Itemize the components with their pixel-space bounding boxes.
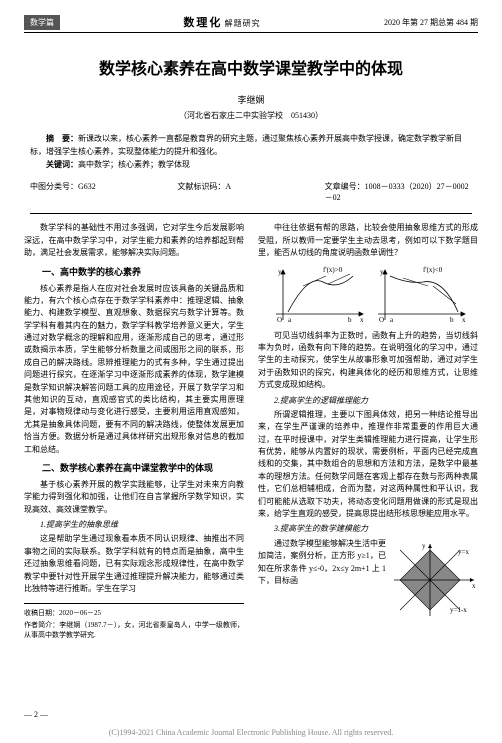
abstract-text: 新课改以来，核心素养一直都是教育界的研究主题，通过聚焦核心素养开展高中数学授课，…	[30, 134, 462, 156]
subsection-r2: 3.提高学生的数学建模能力	[258, 523, 478, 535]
journal-title: 数理化 解题研究	[183, 14, 260, 30]
section-heading-1: 一、高中数学的核心素养	[24, 266, 244, 280]
classification-row: 中图分类号：G632 文献标识码：A 文章编号：1008－0333（2020）2…	[30, 181, 472, 203]
page-number: — 2 —	[24, 710, 48, 719]
article-title: 数学核心素养在高中数学课堂教学中的体现	[24, 55, 478, 79]
para: 中往往依据有帮的思路，比较会使用抽象思维方式的形成受阻，所以教师一定要学生主动去…	[258, 222, 478, 259]
fig2-yx: y=x	[458, 548, 469, 556]
journal-title-sub: 解题研究	[225, 19, 261, 28]
fig1-axis-a: a	[288, 316, 292, 324]
header-bar: 数学篇 数理化 解题研究 2020 年第 27 期总第 484 期	[24, 14, 478, 33]
date-label: 收稿日期：	[24, 609, 59, 617]
copyright-text: (C)1994-2021 China Academic Journal Elec…	[0, 728, 502, 737]
abstract-label: 摘 要：	[46, 134, 78, 143]
subsection-r1: 2.提高学生的逻辑推理能力	[258, 395, 478, 407]
left-column: 数学学科的基础性不用过多强调，它对学生今后发展影响深远，在高中数学学习中，对学生…	[24, 222, 244, 642]
right-column: 中往往依据有帮的思路，比较会使用抽象思维方式的形成受阻，所以教师一定要学生主动去…	[258, 222, 478, 642]
keywords-text: 高中数学；核心素养；教学体现	[78, 160, 190, 169]
para: 所谓逻辑推理，主要以下图具体效，把另一种结论推导出来，在学生严谨课的培养中，推理…	[258, 409, 478, 521]
fig1-label-a: f'(x)>0	[323, 266, 343, 274]
journal-title-bold: 数理化	[183, 17, 222, 29]
fig1-axis-x2: x	[462, 316, 466, 324]
clc-value: G632	[78, 182, 96, 191]
affiliation: （河北省石家庄二中实验学校 051430）	[24, 110, 478, 121]
fig1-axis-b2: b	[450, 316, 454, 324]
fig1-axis-y2: y	[380, 268, 384, 276]
section-heading-2: 二、数学核心素养在高中课堂教学中的体现	[24, 462, 244, 476]
section-tab: 数学篇	[24, 15, 60, 30]
para: 基于核心素养开展的教学实践能够，让学生对未来方向教学能力得到强化和加强，让他们在…	[24, 479, 244, 516]
para: 核心素养是指人在应对社会发展时应该具备的关键品质和能力，有六个核心点存在于数学学…	[24, 283, 244, 456]
fig1-axis-a2: a	[390, 316, 394, 324]
fig2-x: x	[472, 582, 476, 590]
fig2-y: y	[422, 542, 426, 550]
divider-line	[30, 213, 472, 214]
fig1-label-b: f'(x)<0	[423, 266, 443, 274]
para: 可见当切线斜率为正数时，函数有上升的趋势，当切线斜率为负时，函数有向下降的趋势。…	[258, 330, 478, 392]
abstract: 摘 要：新课改以来，核心素养一直都是教育界的研究主题，通过聚焦核心素养开展高中数…	[30, 133, 472, 171]
figure-2: y=x y=1-x x y	[390, 540, 478, 620]
fig1-axis-o1: O	[277, 316, 282, 324]
fig1-axis-o2: O	[379, 316, 384, 324]
fig1-axis-b: b	[348, 316, 352, 324]
keywords-label: 关键词：	[46, 160, 78, 169]
date-value: 2020－06－25	[59, 609, 101, 617]
clc-label: 中图分类号：	[30, 182, 78, 191]
fig1-axis-x1: x	[360, 316, 364, 324]
art-label: 文章编号：	[325, 182, 365, 191]
para: 这是帮助学生通过现象看本质不同认识规律、抽推出不同事物之间的实际联系。数学学科就…	[24, 533, 244, 595]
doc-label: 文献标识码：	[177, 182, 225, 191]
para: 数学学科的基础性不用过多强调，它对学生今后发展影响深远，在高中数学学习中，对学生…	[24, 222, 244, 259]
body-columns: 数学学科的基础性不用过多强调，它对学生今后发展影响深远，在高中数学学习中，对学生…	[24, 222, 478, 642]
fig1-axis-y1: y	[278, 268, 282, 276]
doc-value: A	[225, 182, 231, 191]
figure-1: f'(x)>0 a b x y O f'(x)<0 a b	[258, 264, 478, 326]
footer-info: 收稿日期：2020－06－25 作者简介：李继娴（1987.7－），女，河北省秦…	[24, 603, 244, 641]
fig2-y1x: y=1-x	[450, 606, 467, 614]
author-name: 李继娴	[24, 93, 478, 106]
author-info-label: 作者简介：	[24, 621, 59, 629]
subsection-1: 1.提高学生的抽象思维	[24, 519, 244, 531]
issue-info: 2020 年第 27 期总第 484 期	[384, 17, 478, 28]
